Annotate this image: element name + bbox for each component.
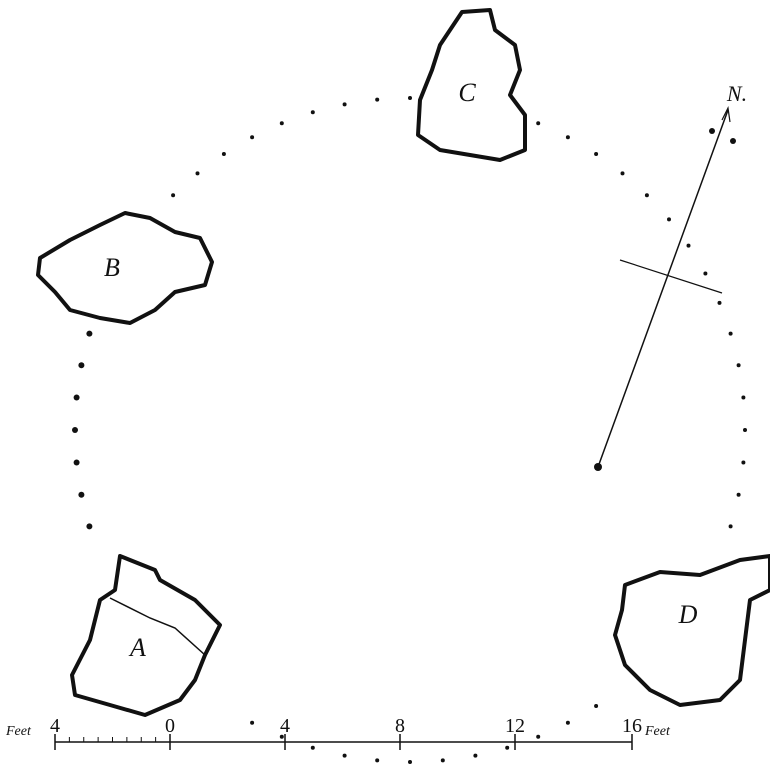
- scale-bar: Feet Feet 4 0 4 8 12 16: [5, 715, 671, 750]
- stone-hole: [536, 121, 541, 126]
- stone-label: A: [128, 633, 146, 662]
- stone-hole: [73, 459, 80, 466]
- stone-hole: [78, 491, 85, 498]
- north-label: N.: [726, 81, 747, 106]
- stone-hole: [221, 152, 226, 156]
- stone-hole: [620, 171, 625, 176]
- stone-hole: [375, 97, 380, 102]
- stone-hole: [736, 363, 741, 368]
- scale-label: 8: [395, 715, 405, 737]
- compass-dot: [730, 138, 736, 144]
- stone-hole: [250, 720, 255, 725]
- stone-a: [70, 554, 222, 717]
- stone-hole: [741, 460, 746, 465]
- stone-hole: [78, 362, 85, 369]
- stone-hole: [171, 193, 176, 198]
- stone-hole: [644, 193, 649, 198]
- stone-hole: [728, 524, 733, 529]
- scale-label: 12: [505, 715, 525, 737]
- stone-hole: [279, 734, 284, 739]
- stone-hole: [310, 745, 315, 750]
- stone-hole: [594, 152, 599, 156]
- stone-hole: [72, 427, 78, 433]
- stone-hole: [86, 523, 93, 530]
- stone-hole: [667, 217, 671, 222]
- circle-dots: [72, 96, 747, 764]
- stone-hole: [408, 760, 412, 764]
- stone-hole: [741, 395, 746, 400]
- stone-hole: [342, 102, 347, 107]
- arrow-head: [721, 106, 731, 123]
- stone-hole: [565, 135, 570, 140]
- compass-point: [594, 463, 602, 471]
- scale-unit: Feet: [5, 724, 32, 739]
- stone-hole: [594, 704, 599, 708]
- stone-hole: [743, 428, 747, 432]
- stone-hole: [565, 720, 570, 725]
- stone-b: [36, 211, 214, 325]
- stone-hole: [375, 758, 380, 763]
- stone-label: C: [458, 78, 476, 107]
- scale-unit: Feet: [644, 724, 671, 739]
- stone-hole: [717, 300, 722, 305]
- stone-hole: [73, 394, 80, 401]
- stone-hole: [728, 331, 733, 336]
- stone-hole: [250, 135, 255, 140]
- stone-hole: [195, 171, 200, 176]
- scale-label: 16: [622, 715, 642, 737]
- stone-d: [613, 554, 770, 707]
- stone-hole: [473, 753, 478, 758]
- scale-label: 0: [165, 715, 175, 737]
- stone-label: D: [678, 600, 698, 629]
- meridian-line: [597, 109, 729, 468]
- stone-hole: [86, 330, 93, 337]
- stone-hole: [505, 745, 510, 750]
- cross-line: [619, 259, 723, 294]
- stone-hole: [310, 110, 315, 115]
- scale-label: 4: [280, 715, 290, 737]
- compass: [597, 106, 731, 468]
- scale-label: 4: [50, 715, 60, 737]
- stone-hole: [703, 271, 708, 276]
- stone-hole: [440, 758, 445, 763]
- stone-hole: [408, 96, 412, 100]
- stone-hole: [279, 121, 284, 126]
- stone-hole: [736, 492, 741, 497]
- stone-hole: [686, 243, 691, 248]
- stone-crack: [109, 597, 206, 656]
- stone-c: [416, 8, 527, 162]
- stone-hole: [342, 753, 347, 758]
- stone-hole: [536, 734, 541, 739]
- compass-dot: [709, 128, 715, 134]
- stone-label: B: [104, 253, 120, 282]
